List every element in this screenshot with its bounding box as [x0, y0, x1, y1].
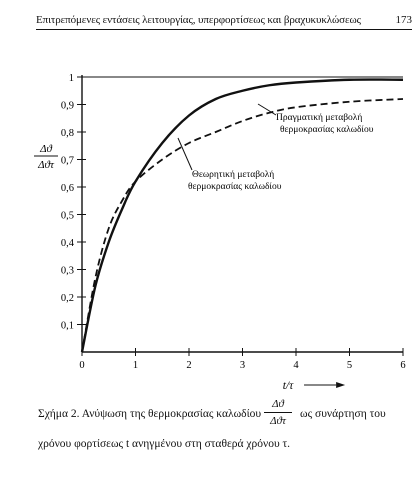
page-header: Επιτρεπόμενες εντάσεις λειτουργίας, υπερ…	[36, 12, 412, 32]
annotation-theoretical: Θεωρητική μεταβολή θερμοκρασίας καλωδίου	[177, 137, 282, 192]
y-tick-label: 0,9	[61, 101, 74, 112]
y-axis-label: Δϑ Δϑτ	[34, 143, 58, 171]
y-tick-label: 0,7	[61, 156, 74, 167]
caption-text-line2: χρόνου φορτίσεως t ανηγμένου στη σταθερά…	[38, 438, 291, 450]
caption-fraction-denominator: Δϑτ	[270, 415, 286, 427]
actual-curve-solid	[80, 78, 404, 353]
x-tick-label: 3	[240, 360, 245, 371]
annotation-actual: Πραγματική μεταβολή θερμοκρασίας καλωδίου	[257, 103, 374, 135]
caption-fraction-bar	[264, 412, 292, 413]
figure: Δϑ Δϑτ 0,1 0,2 0,3 0,4 0,5 0,6 0,7 0,8 0,9 1 0 1 2 3 4…	[0, 60, 418, 390]
caption-fraction-numerator: Δϑ	[272, 398, 284, 410]
caption-text-part2: ως συνάρτηση του	[300, 408, 386, 420]
y-tick-label: 0,1	[61, 321, 74, 332]
x-axis-arrow-head	[336, 382, 346, 388]
y-tick-label: 1	[69, 73, 74, 84]
annotation-theoretical-leader	[177, 137, 193, 171]
caption-text-part1: Σχήμα 2. Ανύψωση της θερμοκρασίας καλωδί…	[38, 408, 262, 420]
header-rule	[36, 29, 412, 30]
x-axis-label: t/τ	[283, 380, 294, 390]
annotation-theoretical-line2: θερμοκρασίας καλωδίου	[188, 182, 282, 192]
x-tick-label: 0	[79, 360, 84, 371]
annotation-actual-line1: Πραγματική μεταβολή	[276, 113, 362, 123]
y-tick-label: 0,5	[61, 211, 74, 222]
x-tick-label: 2	[186, 360, 191, 371]
y-axis-label-denominator: Δϑτ	[37, 159, 55, 171]
annotation-actual-line2: θερμοκρασίας καλωδίου	[280, 125, 374, 135]
y-tick-label: 0,4	[61, 238, 75, 249]
theoretical-curve-dashed	[81, 98, 404, 353]
x-tick-label: 5	[347, 360, 352, 371]
annotation-theoretical-line1: Θεωρητική μεταβολή	[192, 170, 274, 180]
y-tick-label: 0,8	[61, 128, 74, 139]
figure-caption: Σχήμα 2. Ανύψωση της θερμοκρασίας καλωδί…	[38, 397, 414, 453]
y-axis-label-numerator: Δϑ	[39, 143, 52, 155]
temperature-rise-chart: Δϑ Δϑτ 0,1 0,2 0,3 0,4 0,5 0,6 0,7 0,8 0,9 1 0 1 2 3 4…	[34, 73, 406, 390]
x-tick-label: 6	[400, 360, 405, 371]
y-tick-label: 0,6	[61, 183, 74, 194]
caption-fraction: Δϑ Δϑτ	[264, 397, 292, 428]
annotation-actual-leader	[257, 103, 277, 116]
y-tick-label: 0,2	[61, 293, 74, 304]
page-number: 173	[395, 14, 413, 26]
running-header-title: Επιτρεπόμενες εντάσεις λειτουργίας, υπερ…	[36, 14, 361, 26]
x-tick-label: 4	[293, 360, 299, 371]
y-tick-label: 0,3	[61, 266, 74, 277]
x-tick-label: 1	[133, 360, 138, 371]
